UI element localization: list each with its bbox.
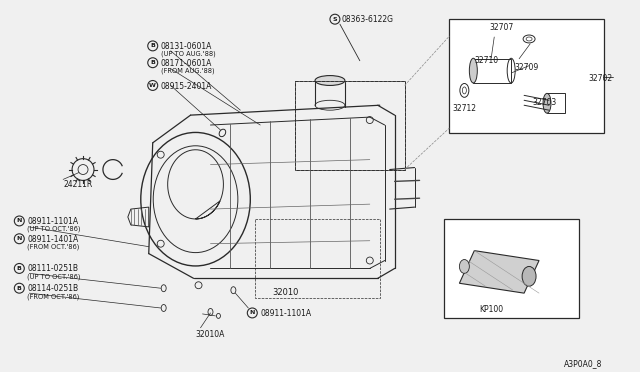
Ellipse shape xyxy=(522,266,536,286)
Ellipse shape xyxy=(315,76,345,86)
Text: B: B xyxy=(17,266,22,271)
Text: 08363-6122G: 08363-6122G xyxy=(342,15,394,24)
Text: 32707: 32707 xyxy=(489,23,513,32)
Polygon shape xyxy=(460,251,539,293)
Text: N: N xyxy=(17,218,22,224)
Text: A3P0A0_8: A3P0A0_8 xyxy=(564,359,602,368)
Text: N: N xyxy=(250,311,255,315)
Text: (UP TO OCT.'86): (UP TO OCT.'86) xyxy=(28,273,81,280)
Text: S: S xyxy=(333,17,337,22)
Text: 08911-1101A: 08911-1101A xyxy=(260,309,312,318)
Text: 08171-0601A: 08171-0601A xyxy=(161,59,212,68)
Text: (FROM OCT.'86): (FROM OCT.'86) xyxy=(28,293,79,300)
Text: 32710: 32710 xyxy=(474,56,499,65)
Text: W: W xyxy=(149,83,156,88)
Bar xyxy=(444,219,579,318)
Text: 32709: 32709 xyxy=(514,63,538,72)
Bar xyxy=(547,93,565,113)
Text: 32010A: 32010A xyxy=(196,330,225,339)
Text: 08111-0251B: 08111-0251B xyxy=(28,264,78,273)
Ellipse shape xyxy=(469,58,477,83)
Text: 08911-1101A: 08911-1101A xyxy=(28,217,79,226)
Text: (UP TO OCT.'86): (UP TO OCT.'86) xyxy=(28,226,81,232)
Text: 08911-1401A: 08911-1401A xyxy=(28,235,79,244)
Text: KP100: KP100 xyxy=(479,305,504,314)
Text: (FROM AUG.'88): (FROM AUG.'88) xyxy=(161,68,214,74)
Text: B: B xyxy=(150,44,155,48)
Text: 32712: 32712 xyxy=(452,104,476,113)
Text: B: B xyxy=(150,60,155,65)
Text: 32702: 32702 xyxy=(589,74,612,83)
Bar xyxy=(449,19,604,133)
Text: 08915-2401A: 08915-2401A xyxy=(161,81,212,90)
Bar xyxy=(474,59,511,83)
Text: N: N xyxy=(17,236,22,241)
Text: 24211R: 24211R xyxy=(63,180,92,189)
Ellipse shape xyxy=(460,260,469,273)
Text: (UP TO AUG.'88): (UP TO AUG.'88) xyxy=(161,51,216,57)
Text: 32703: 32703 xyxy=(532,98,556,107)
Text: 08114-0251B: 08114-0251B xyxy=(28,284,79,293)
Bar xyxy=(295,80,404,170)
Text: 08131-0601A: 08131-0601A xyxy=(161,42,212,51)
Text: (FROM OCT.'86): (FROM OCT.'86) xyxy=(28,244,79,250)
Text: B: B xyxy=(17,286,22,291)
Text: 32010: 32010 xyxy=(272,288,298,297)
Bar xyxy=(295,80,404,170)
Bar xyxy=(255,219,380,298)
Ellipse shape xyxy=(543,93,551,113)
